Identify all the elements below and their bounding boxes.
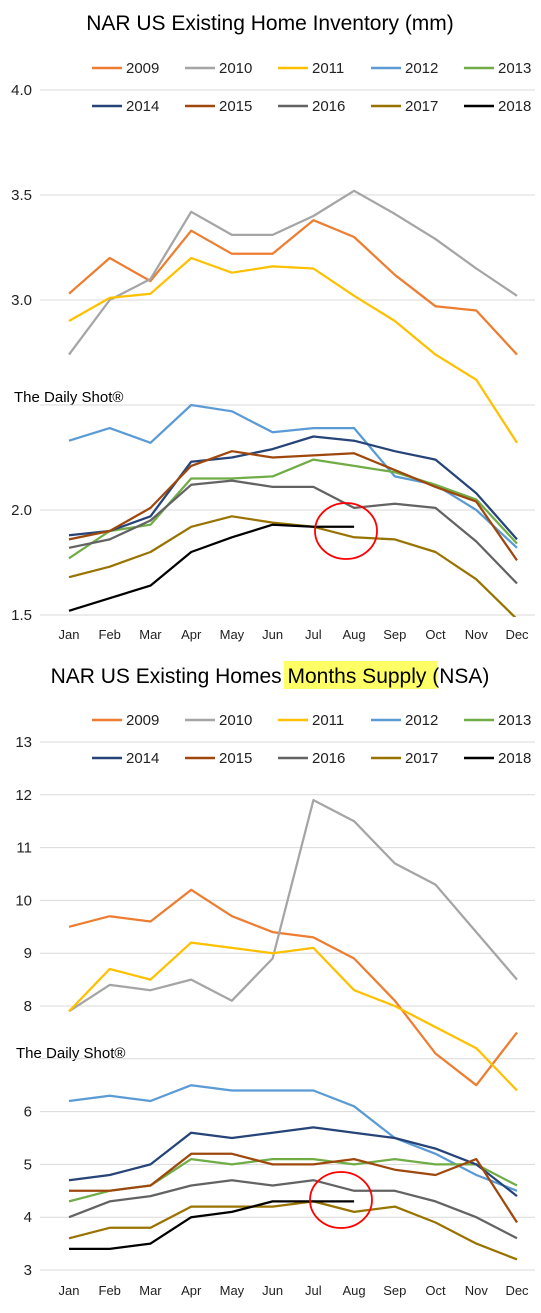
legend-label-2013: 2013 <box>498 60 531 77</box>
title-highlight-box <box>284 661 437 689</box>
annotation-circle <box>309 1171 373 1229</box>
y-tick-label: 2.0 <box>11 502 32 519</box>
x-tick-label: Jan <box>59 1283 80 1298</box>
y-tick-label: 11 <box>16 840 32 857</box>
supply-watermark: The Daily Shot® <box>16 1045 125 1062</box>
legend-label-2012: 2012 <box>405 60 438 77</box>
y-tick-label: 10 <box>15 892 32 909</box>
supply-chart-title: NAR US Existing Homes Months Supply (NSA… <box>51 665 490 688</box>
y-tick-label: 5 <box>24 1156 32 1173</box>
supply-chart-panel: NAR US Existing Homes Months Supply (NSA… <box>0 652 541 1313</box>
supply-title-prefix: NAR US Existing Homes <box>51 665 288 688</box>
legend-label-2016: 2016 <box>312 750 345 767</box>
x-tick-label: Feb <box>99 627 121 642</box>
series-line-2010 <box>68 798 518 1013</box>
x-tick-label: Jun <box>262 1283 283 1298</box>
y-tick-label: 3.5 <box>11 187 32 204</box>
x-tick-label: Feb <box>99 1283 121 1298</box>
series-line-2010 <box>68 189 518 356</box>
legend-label-2010: 2010 <box>219 60 252 77</box>
series-line-2015 <box>68 450 518 562</box>
x-tick-label: Oct <box>425 627 446 642</box>
legend-label-2009: 2009 <box>126 712 159 729</box>
x-tick-label: Sep <box>383 1283 406 1298</box>
supply-chart: NAR US Existing Homes Months Supply (NSA… <box>15 661 535 1298</box>
x-tick-label: Jul <box>305 1283 322 1298</box>
legend-label-2011: 2011 <box>312 712 344 729</box>
x-tick-label: Mar <box>139 1283 162 1298</box>
x-tick-label: Dec <box>505 627 529 642</box>
series-line-2016 <box>68 479 518 585</box>
series-line-2011 <box>68 256 518 444</box>
series-line-2009 <box>68 888 518 1087</box>
y-tick-label: 8 <box>24 998 32 1015</box>
x-tick-label: Nov <box>465 1283 489 1298</box>
series-line-2009 <box>68 219 518 356</box>
x-tick-label: Mar <box>139 627 162 642</box>
y-tick-label: 12 <box>15 787 32 804</box>
legend-label-2017: 2017 <box>405 98 438 115</box>
series-line-2014 <box>68 435 518 541</box>
x-tick-label: Jan <box>59 627 80 642</box>
annotation-circle <box>314 502 378 560</box>
series-line-2012 <box>68 1084 518 1192</box>
inventory-chart-panel: NAR US Existing Home Inventory (mm) The … <box>0 0 541 652</box>
y-tick-label: 13 <box>15 734 32 751</box>
legend-label-2016: 2016 <box>312 98 345 115</box>
legend-label-2018: 2018 <box>498 750 531 767</box>
supply-title-highlight: Months Supply <box>287 665 426 688</box>
series-line-2017 <box>68 515 517 617</box>
x-tick-label: Apr <box>181 1283 202 1298</box>
y-tick-label: 4 <box>24 1209 32 1226</box>
y-tick-label: 1.5 <box>11 607 32 624</box>
inventory-chart-title: NAR US Existing Home Inventory (mm) <box>86 12 454 35</box>
series-line-2011 <box>68 941 518 1092</box>
x-tick-label: Jul <box>305 627 322 642</box>
x-tick-label: Aug <box>343 627 366 642</box>
legend-label-2015: 2015 <box>219 750 252 767</box>
legend-label-2014: 2014 <box>126 750 159 767</box>
series-line-2018 <box>68 523 355 612</box>
series-line-2016 <box>68 1179 518 1240</box>
x-tick-label: Sep <box>383 627 406 642</box>
x-tick-label: Apr <box>181 627 202 642</box>
legend-label-2014: 2014 <box>126 98 159 115</box>
supply-title-suffix: (NSA) <box>426 665 489 688</box>
x-tick-label: Aug <box>343 1283 366 1298</box>
y-tick-label: 3.0 <box>11 292 32 309</box>
x-tick-label: May <box>220 1283 245 1298</box>
x-tick-label: Oct <box>425 1283 446 1298</box>
legend-label-2009: 2009 <box>126 60 159 77</box>
y-tick-label: 3 <box>24 1262 32 1279</box>
x-tick-label: Nov <box>465 627 489 642</box>
y-tick-label: 9 <box>24 945 32 962</box>
inventory-watermark: The Daily Shot® <box>14 389 123 406</box>
y-tick-label: 6 <box>24 1104 32 1121</box>
legend-label-2018: 2018 <box>498 98 531 115</box>
legend-label-2013: 2013 <box>498 712 531 729</box>
series-line-2017 <box>68 1200 518 1261</box>
legend-label-2017: 2017 <box>405 750 438 767</box>
x-tick-label: May <box>220 627 245 642</box>
y-tick-label: 4.0 <box>11 82 32 99</box>
legend-label-2012: 2012 <box>405 712 438 729</box>
series-line-2015 <box>69 1152 518 1224</box>
series-line-2018 <box>69 1200 355 1251</box>
inventory-chart: NAR US Existing Home Inventory (mm) The … <box>11 12 535 642</box>
legend-label-2015: 2015 <box>219 98 252 115</box>
legend-label-2010: 2010 <box>219 712 252 729</box>
series-line-2014 <box>68 1126 518 1197</box>
legend-label-2011: 2011 <box>312 60 344 77</box>
series-line-2013 <box>68 458 518 560</box>
x-tick-label: Jun <box>262 627 283 642</box>
x-tick-label: Dec <box>505 1283 529 1298</box>
